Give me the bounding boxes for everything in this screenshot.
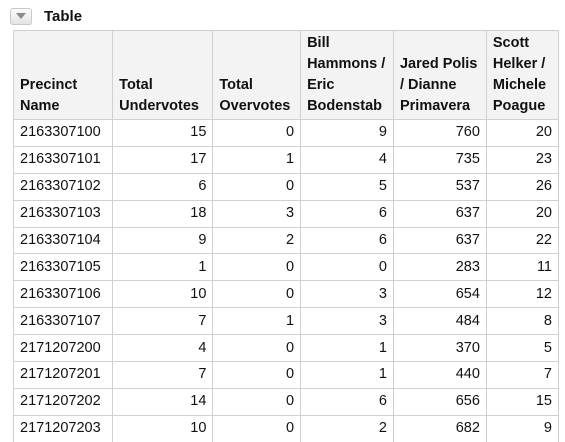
helker-poague-cell: 20 <box>485 119 559 147</box>
overvotes-cell: 0 <box>212 334 302 363</box>
helker-poague-cell: 20 <box>485 199 559 228</box>
hammons-bodenstab-cell: 6 <box>300 226 394 255</box>
polis-primavera-cell: 484 <box>392 307 487 336</box>
polis-primavera-cell: 440 <box>392 361 487 389</box>
overvotes-cell: 1 <box>212 307 302 336</box>
precinct-name-cell: 2163307102 <box>13 172 114 201</box>
data-table-container[interactable]: Precinct Name Total Undervotes Total Ove… <box>13 30 559 442</box>
helker-poague-cell: 11 <box>485 253 559 282</box>
hammons-bodenstab-cell: 4 <box>300 145 394 174</box>
helker-poague-cell: 8 <box>485 307 559 336</box>
overvotes-cell: 3 <box>212 199 302 228</box>
overvotes-cell: 0 <box>212 172 302 201</box>
column-header-precinct-name[interactable]: Precinct Name <box>13 30 114 120</box>
undervotes-cell: 14 <box>112 387 214 416</box>
table-row[interactable]: 2163307101 17 1 4 735 23 <box>13 145 559 174</box>
data-table: Precinct Name Total Undervotes Total Ove… <box>13 30 559 442</box>
column-header-hammons-bodenstab[interactable]: Bill Hammons / Eric Bodenstab <box>300 30 394 120</box>
undervotes-cell: 4 <box>112 334 214 363</box>
table-row[interactable]: 2171207201 7 0 1 440 7 <box>13 361 559 389</box>
table-row[interactable]: 2163307102 6 0 5 537 26 <box>13 172 559 201</box>
precinct-name-cell: 2163307104 <box>13 226 114 255</box>
helker-poague-cell: 12 <box>485 280 559 309</box>
helker-poague-cell: 23 <box>485 145 559 174</box>
undervotes-cell: 6 <box>112 172 214 201</box>
table-row[interactable]: 2163307100 15 0 9 760 20 <box>13 119 559 147</box>
polis-primavera-cell: 283 <box>392 253 487 282</box>
undervotes-cell: 10 <box>112 414 214 442</box>
column-header-polis-primavera[interactable]: Jared Polis / Dianne Primavera <box>392 30 487 120</box>
precinct-name-cell: 2163307100 <box>13 119 114 147</box>
hammons-bodenstab-cell: 2 <box>300 414 394 442</box>
table-row[interactable]: 2171207200 4 0 1 370 5 <box>13 334 559 363</box>
overvotes-cell: 0 <box>212 361 302 389</box>
hammons-bodenstab-cell: 6 <box>300 199 394 228</box>
table-row[interactable]: 2163307107 7 1 3 484 8 <box>13 307 559 336</box>
undervotes-cell: 7 <box>112 361 214 389</box>
precinct-name-cell: 2163307105 <box>13 253 114 282</box>
overvotes-cell: 2 <box>212 226 302 255</box>
panel-header: Table <box>10 5 82 27</box>
polis-primavera-cell: 760 <box>392 119 487 147</box>
hammons-bodenstab-cell: 5 <box>300 172 394 201</box>
precinct-name-cell: 2171207201 <box>13 361 114 389</box>
overvotes-cell: 0 <box>212 119 302 147</box>
precinct-name-cell: 2163307103 <box>13 199 114 228</box>
polis-primavera-cell: 637 <box>392 226 487 255</box>
helker-poague-cell: 26 <box>485 172 559 201</box>
overvotes-cell: 0 <box>212 280 302 309</box>
undervotes-cell: 18 <box>112 199 214 228</box>
table-row[interactable]: 2171207202 14 0 6 656 15 <box>13 387 559 416</box>
undervotes-cell: 10 <box>112 280 214 309</box>
hammons-bodenstab-cell: 3 <box>300 280 394 309</box>
table-row[interactable]: 2163307106 10 0 3 654 12 <box>13 280 559 309</box>
helker-poague-cell: 15 <box>485 387 559 416</box>
column-header-helker-poague[interactable]: Scott Helker / Michele Poague <box>485 30 559 120</box>
hammons-bodenstab-cell: 1 <box>300 361 394 389</box>
overvotes-cell: 1 <box>212 145 302 174</box>
polis-primavera-cell: 682 <box>392 414 487 442</box>
hammons-bodenstab-cell: 6 <box>300 387 394 416</box>
polis-primavera-cell: 654 <box>392 280 487 309</box>
hammons-bodenstab-cell: 0 <box>300 253 394 282</box>
undervotes-cell: 9 <box>112 226 214 255</box>
precinct-name-cell: 2171207203 <box>13 414 114 442</box>
column-header-total-overvotes[interactable]: Total Overvotes <box>212 30 302 120</box>
overvotes-cell: 0 <box>212 253 302 282</box>
polis-primavera-cell: 537 <box>392 172 487 201</box>
overvotes-cell: 0 <box>212 414 302 442</box>
helker-poague-cell: 7 <box>485 361 559 389</box>
precinct-name-cell: 2163307106 <box>13 280 114 309</box>
precinct-name-cell: 2171207200 <box>13 334 114 363</box>
undervotes-cell: 1 <box>112 253 214 282</box>
chevron-down-icon <box>16 13 26 19</box>
header-row: Precinct Name Total Undervotes Total Ove… <box>13 30 559 120</box>
helker-poague-cell: 5 <box>485 334 559 363</box>
collapse-toggle-button[interactable] <box>10 7 32 25</box>
undervotes-cell: 17 <box>112 145 214 174</box>
polis-primavera-cell: 637 <box>392 199 487 228</box>
column-header-total-undervotes[interactable]: Total Undervotes <box>112 30 214 120</box>
hammons-bodenstab-cell: 3 <box>300 307 394 336</box>
polis-primavera-cell: 656 <box>392 387 487 416</box>
polis-primavera-cell: 735 <box>392 145 487 174</box>
table-row[interactable]: 2163307103 18 3 6 637 20 <box>13 199 559 228</box>
hammons-bodenstab-cell: 9 <box>300 119 394 147</box>
helker-poague-cell: 22 <box>485 226 559 255</box>
precinct-name-cell: 2163307101 <box>13 145 114 174</box>
polis-primavera-cell: 370 <box>392 334 487 363</box>
precinct-name-cell: 2171207202 <box>13 387 114 416</box>
undervotes-cell: 15 <box>112 119 214 147</box>
table-row[interactable]: 2163307105 1 0 0 283 11 <box>13 253 559 282</box>
undervotes-cell: 7 <box>112 307 214 336</box>
panel-title: Table <box>44 7 83 25</box>
helker-poague-cell: 9 <box>485 414 559 442</box>
overvotes-cell: 0 <box>212 387 302 416</box>
precinct-name-cell: 2163307107 <box>13 307 114 336</box>
hammons-bodenstab-cell: 1 <box>300 334 394 363</box>
table-row[interactable]: 2171207203 10 0 2 682 9 <box>13 414 559 442</box>
table-row[interactable]: 2163307104 9 2 6 637 22 <box>13 226 559 255</box>
